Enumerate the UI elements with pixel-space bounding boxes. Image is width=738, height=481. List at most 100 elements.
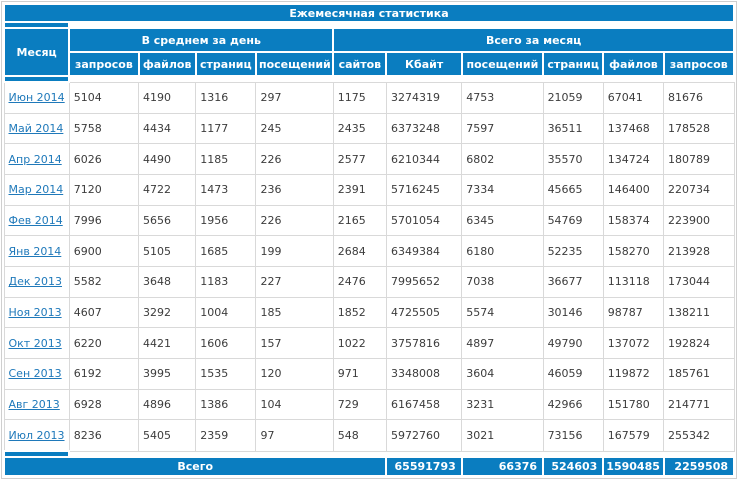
value-cell: 226: [255, 143, 334, 175]
value-cell: 119872: [602, 357, 665, 390]
col-header-total-pages: страниц: [542, 51, 605, 77]
month-link[interactable]: Авг 2013: [8, 397, 60, 411]
value-cell: 6192: [68, 357, 140, 390]
total-files: 1590485: [602, 456, 665, 477]
value-cell: 1473: [195, 174, 257, 206]
value-cell: 5701054: [385, 204, 463, 237]
month-link[interactable]: Июл 2013: [8, 428, 65, 442]
month-cell: Авг 2013: [3, 388, 70, 421]
table-row: Июл 2013 8236 5405 2359 97 548 5972760 3021 7315…: [3, 419, 735, 452]
value-cell: 3757816: [385, 327, 463, 359]
month-link[interactable]: Май 2014: [8, 122, 64, 136]
value-cell: 3604: [461, 357, 544, 390]
value-cell: 1316: [195, 81, 257, 114]
value-cell: 4897: [461, 327, 544, 359]
table-row: Июн 2014 5104 4190 1316 297 1175 3274319 4753 21…: [3, 81, 735, 114]
month-cell: Май 2014: [3, 112, 70, 145]
value-cell: 151780: [602, 388, 665, 421]
month-cell: Фев 2014: [3, 204, 70, 237]
value-cell: 5758: [68, 112, 140, 145]
table-row: Янв 2014 6900 5105 1685 199 2684 6349384 6180 52…: [3, 235, 735, 267]
table-row: Сен 2013 6192 3995 1535 120 971 3348008 3604 460…: [3, 357, 735, 390]
month-link[interactable]: Июн 2014: [8, 91, 65, 105]
table-row: Фев 2014 7996 5656 1956 226 2165 5701054 6345 54…: [3, 204, 735, 237]
value-cell: 297: [255, 81, 334, 114]
col-header-daily-files: файлов: [137, 51, 197, 77]
col-header-total-requests: запросов: [662, 51, 736, 77]
value-cell: 1386: [195, 388, 257, 421]
value-cell: 1606: [195, 327, 257, 359]
value-cell: 4725505: [385, 296, 463, 329]
col-header-daily-requests: запросов: [68, 51, 140, 77]
value-cell: 6900: [68, 235, 140, 267]
month-link[interactable]: Мар 2014: [8, 183, 64, 197]
value-cell: 180789: [663, 143, 735, 175]
month-cell: Янв 2014: [3, 235, 70, 267]
table-row: Май 2014 5758 4434 1177 245 2435 6373248 7597 36…: [3, 112, 735, 145]
value-cell: 73156: [542, 419, 604, 452]
month-link[interactable]: Дек 2013: [8, 275, 63, 289]
value-cell: 1175: [332, 81, 387, 114]
value-cell: 548: [332, 419, 387, 452]
value-cell: 52235: [542, 235, 604, 267]
group-header-daily-avg: В среднем за день: [68, 27, 335, 53]
value-cell: 4434: [138, 112, 197, 145]
value-cell: 120: [255, 357, 334, 390]
value-cell: 729: [332, 388, 387, 421]
value-cell: 223900: [663, 204, 735, 237]
totals-label: Всего: [2, 456, 388, 477]
month-cell: Мар 2014: [3, 174, 70, 206]
total-requests: 2259508: [662, 456, 736, 477]
value-cell: 4753: [461, 81, 544, 114]
value-cell: 36677: [542, 265, 604, 298]
month-cell: Окт 2013: [3, 327, 70, 359]
month-link[interactable]: Ноя 2013: [8, 305, 62, 319]
month-link[interactable]: Фев 2014: [8, 213, 63, 227]
value-cell: 158374: [602, 204, 665, 237]
month-cell: Июл 2013: [3, 419, 70, 452]
value-cell: 4722: [138, 174, 197, 206]
month-cell: Апр 2014: [3, 143, 70, 175]
value-cell: 6349384: [385, 235, 463, 267]
value-cell: 4190: [138, 81, 197, 114]
value-cell: 6026: [68, 143, 140, 175]
month-link[interactable]: Апр 2014: [8, 152, 62, 166]
col-header-total-kbytes: Кбайт: [385, 51, 463, 77]
value-cell: 213928: [663, 235, 735, 267]
value-cell: 199: [255, 235, 334, 267]
value-cell: 6167458: [385, 388, 463, 421]
table-row: Ноя 2013 4607 3292 1004 185 1852 4725505 5574 30…: [3, 296, 735, 329]
value-cell: 178528: [663, 112, 735, 145]
value-cell: 81676: [663, 81, 735, 114]
value-cell: 21059: [542, 81, 604, 114]
table-row: Дек 2013 5582 3648 1183 227 2476 7995652 7038 36…: [3, 265, 735, 298]
value-cell: 97: [255, 419, 334, 452]
value-cell: 138211: [663, 296, 735, 329]
month-link[interactable]: Янв 2014: [8, 244, 62, 258]
spacer-cell: [2, 75, 71, 83]
value-cell: 1177: [195, 112, 257, 145]
group-header-monthly-totals: Всего за месяц: [332, 27, 735, 53]
total-kbytes: 65591793: [385, 456, 463, 477]
table-body: Июн 2014 5104 4190 1316 297 1175 3274319 4753 21…: [3, 81, 735, 452]
value-cell: 2165: [332, 204, 387, 237]
value-cell: 4490: [138, 143, 197, 175]
month-cell: Ноя 2013: [3, 296, 70, 329]
value-cell: 3348008: [385, 357, 463, 390]
value-cell: 5574: [461, 296, 544, 329]
spacer-cell: [2, 450, 71, 458]
month-cell: Сен 2013: [3, 357, 70, 390]
month-link[interactable]: Окт 2013: [8, 336, 62, 350]
value-cell: 2476: [332, 265, 387, 298]
value-cell: 1004: [195, 296, 257, 329]
month-cell: Дек 2013: [3, 265, 70, 298]
spacer-cell: [2, 21, 71, 29]
value-cell: 4607: [68, 296, 140, 329]
month-link[interactable]: Сен 2013: [8, 367, 62, 381]
value-cell: 6802: [461, 143, 544, 175]
value-cell: 1185: [195, 143, 257, 175]
value-cell: 185: [255, 296, 334, 329]
value-cell: 42966: [542, 388, 604, 421]
value-cell: 5105: [138, 235, 197, 267]
value-cell: 46059: [542, 357, 604, 390]
